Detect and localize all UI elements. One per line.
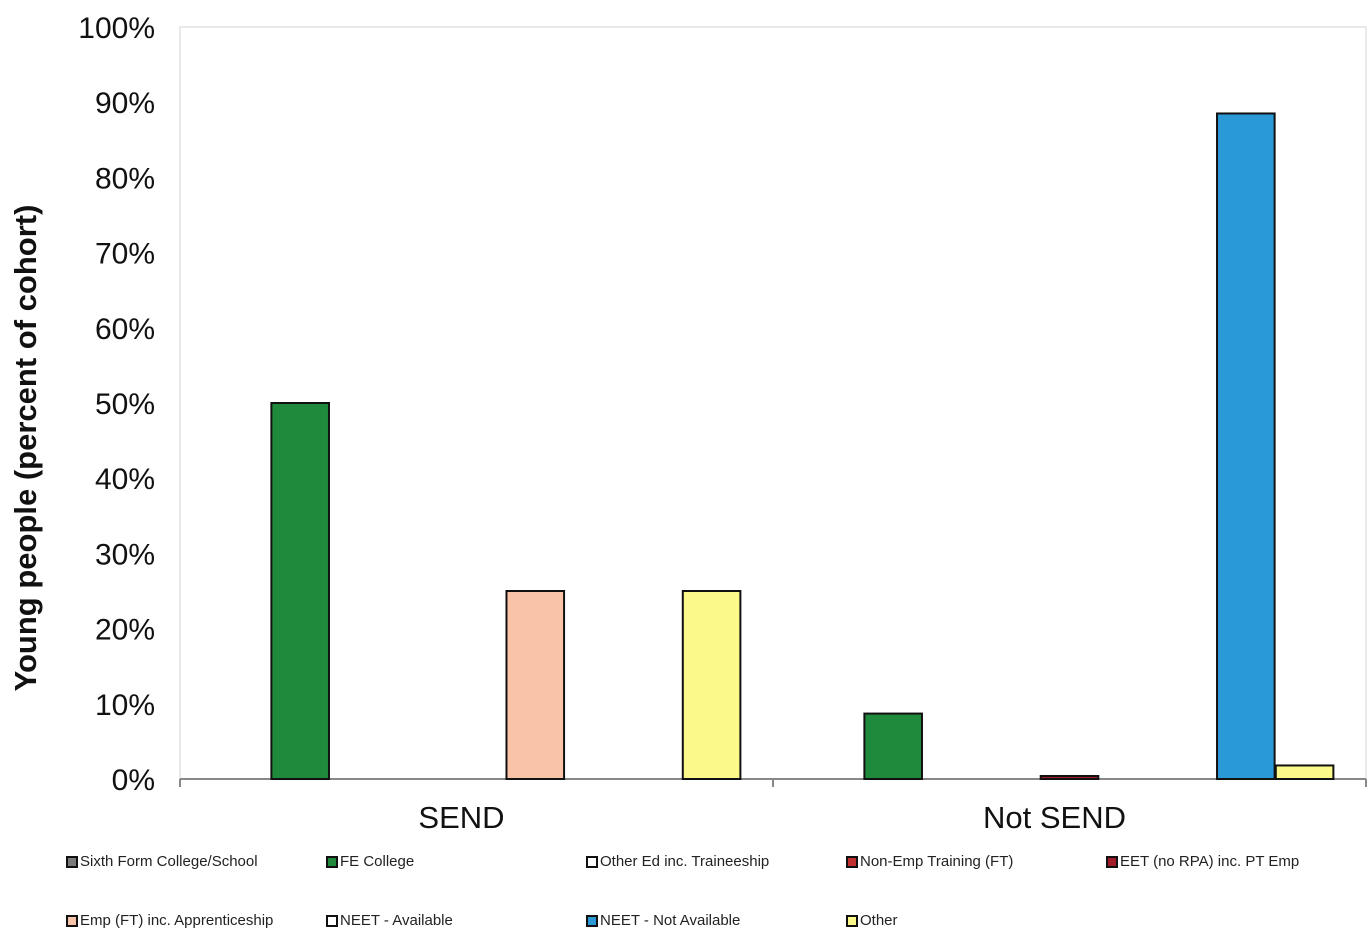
legend-label: Emp (FT) inc. Apprenticeship [80, 912, 274, 929]
legend-item: NEET - Not Available [586, 912, 740, 929]
y-tick-label: 100% [78, 12, 155, 45]
y-tick-label: 40% [95, 463, 155, 496]
legend: Sixth Form College/School FE College Other… [66, 850, 1366, 929]
legend-swatch [1106, 855, 1118, 868]
x-category-label: Not SEND [983, 800, 1126, 835]
bar-fe-college [270, 402, 330, 780]
bar-chart: 0% 10% 20% 30% 40% 50% 60% 70% 80% 90% 100% SEND No… [8, 12, 1367, 835]
y-tick-label: 60% [95, 313, 155, 346]
bar-other [1274, 764, 1335, 780]
bar-neet-not-available [1216, 112, 1276, 781]
y-axis: 0% 10% 20% 30% 40% 50% 60% 70% 80% 90% 100% [78, 12, 155, 797]
legend-label: Other Ed inc. Traineeship [600, 853, 770, 870]
legend-item: Other [846, 912, 898, 929]
legend-label: Sixth Form College/School [80, 853, 258, 870]
legend-swatch [846, 914, 858, 927]
legend-swatch [66, 914, 78, 927]
legend-swatch [846, 855, 858, 868]
legend-item: Sixth Form College/School [66, 853, 258, 870]
legend-item: EET (no RPA) inc. PT Emp [1106, 853, 1299, 870]
y-tick-label: 90% [95, 87, 155, 120]
x-axis: SEND Not SEND [179, 778, 1367, 835]
bar-other [681, 590, 742, 780]
x-category-label: SEND [418, 800, 504, 835]
y-tick-label: 30% [95, 538, 155, 571]
bar-fe-college [863, 712, 923, 780]
plot-border [179, 26, 1367, 780]
legend-swatch [586, 855, 598, 868]
y-tick-label: 80% [95, 162, 155, 195]
legend-label: Non-Emp Training (FT) [860, 853, 1014, 870]
legend-item: Other Ed inc. Traineeship [586, 853, 769, 870]
plot-area [179, 26, 1367, 780]
bar-emp-ft-inc-apprenticeship [505, 590, 566, 780]
legend-item: NEET - Available [326, 912, 453, 929]
legend-item: FE College [326, 853, 414, 870]
bar-eet-no-rpa-inc-pt-emp [1039, 774, 1100, 781]
y-tick-label: 70% [95, 238, 155, 271]
bars [270, 112, 1335, 781]
y-tick-label: 10% [95, 689, 155, 722]
legend-swatch [326, 855, 338, 868]
legend-swatch [66, 855, 78, 868]
legend-label: EET (no RPA) inc. PT Emp [1120, 853, 1300, 870]
legend-item: Emp (FT) inc. Apprenticeship [66, 912, 273, 929]
y-tick-label: 20% [95, 614, 155, 647]
y-tick-label: 50% [95, 388, 155, 421]
legend-label: FE College [340, 853, 415, 870]
legend-label: NEET - Available [340, 912, 453, 929]
legend-swatch [326, 914, 338, 927]
legend-swatch [586, 914, 598, 927]
y-tick-label: 0% [112, 764, 155, 797]
y-axis-label: Young people (percent of cohort) [8, 205, 43, 692]
legend-item: Non-Emp Training (FT) [846, 853, 1013, 870]
legend-label: NEET - Not Available [600, 912, 741, 929]
legend-label: Other [860, 912, 898, 929]
